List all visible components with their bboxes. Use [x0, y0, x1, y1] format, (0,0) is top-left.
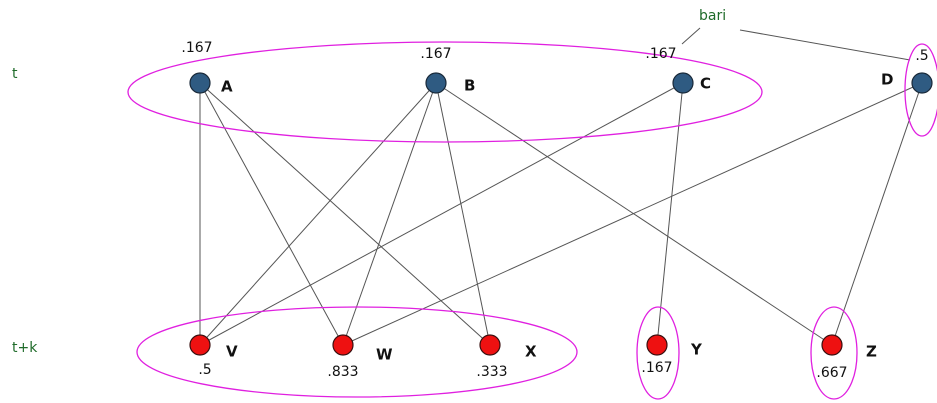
- node: [479, 334, 501, 356]
- row-label: t: [12, 66, 18, 82]
- annotation-line: [681, 27, 701, 45]
- node-label: Z: [866, 343, 877, 361]
- node-label: C: [700, 75, 711, 93]
- node-label: A: [221, 78, 233, 96]
- node: [672, 72, 694, 94]
- annotation: bari: [699, 8, 726, 24]
- edge: [831, 82, 923, 346]
- node-label: D: [881, 71, 893, 89]
- edge: [199, 82, 437, 346]
- node: [332, 334, 354, 356]
- edges: [199, 27, 923, 346]
- node-label: Y: [690, 341, 703, 359]
- node-label: X: [525, 343, 537, 361]
- node: [189, 72, 211, 94]
- group-ellipse: [636, 306, 680, 400]
- group-ellipse: [810, 306, 858, 400]
- node-value: .333: [476, 364, 507, 380]
- node-label: B: [464, 77, 475, 95]
- edge: [199, 82, 684, 346]
- node-value: .667: [816, 365, 847, 381]
- node-value: .167: [181, 40, 212, 56]
- edge: [342, 82, 437, 346]
- edge: [435, 82, 491, 346]
- edge: [656, 82, 684, 346]
- annotation-line: [739, 29, 911, 61]
- node-value: .5: [915, 48, 928, 64]
- group-ellipse: [127, 41, 763, 143]
- node-label: W: [376, 346, 393, 364]
- row-label: t+k: [12, 340, 38, 356]
- edge: [435, 82, 833, 346]
- node-value: .167: [641, 360, 672, 376]
- edge: [199, 82, 491, 346]
- node-value: .167: [645, 46, 676, 62]
- group-ellipse: [904, 43, 937, 137]
- node: [821, 334, 843, 356]
- node: [911, 72, 933, 94]
- node: [189, 334, 211, 356]
- edge: [199, 82, 344, 346]
- node: [646, 334, 668, 356]
- node-label: V: [226, 343, 238, 361]
- node-value: .167: [420, 46, 451, 62]
- group-ellipse: [136, 306, 578, 398]
- node: [425, 72, 447, 94]
- edge: [342, 82, 923, 346]
- node-value: .5: [198, 362, 211, 378]
- node-value: .833: [327, 364, 358, 380]
